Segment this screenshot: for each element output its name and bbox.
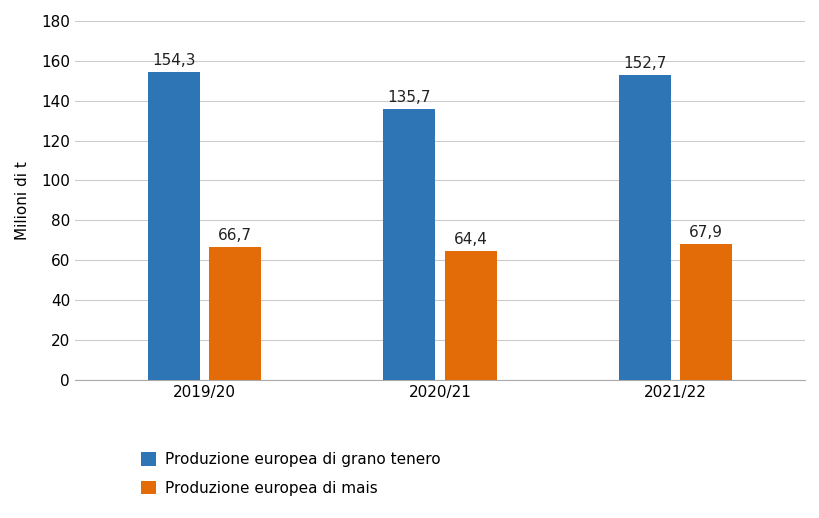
- Bar: [209, 247, 260, 380]
- Bar: [444, 251, 495, 380]
- Text: 66,7: 66,7: [218, 228, 251, 243]
- Text: 152,7: 152,7: [622, 56, 666, 71]
- Y-axis label: Milioni di t: Milioni di t: [15, 161, 30, 240]
- Legend: Produzione europea di grano tenero, Produzione europea di mais: Produzione europea di grano tenero, Prod…: [141, 452, 441, 496]
- Text: 135,7: 135,7: [387, 90, 431, 105]
- Bar: [618, 76, 670, 380]
- Bar: [147, 72, 200, 380]
- Bar: [383, 109, 435, 380]
- Text: 67,9: 67,9: [688, 225, 722, 240]
- Text: 64,4: 64,4: [453, 233, 487, 248]
- Bar: [679, 244, 731, 380]
- Text: 154,3: 154,3: [152, 53, 196, 68]
